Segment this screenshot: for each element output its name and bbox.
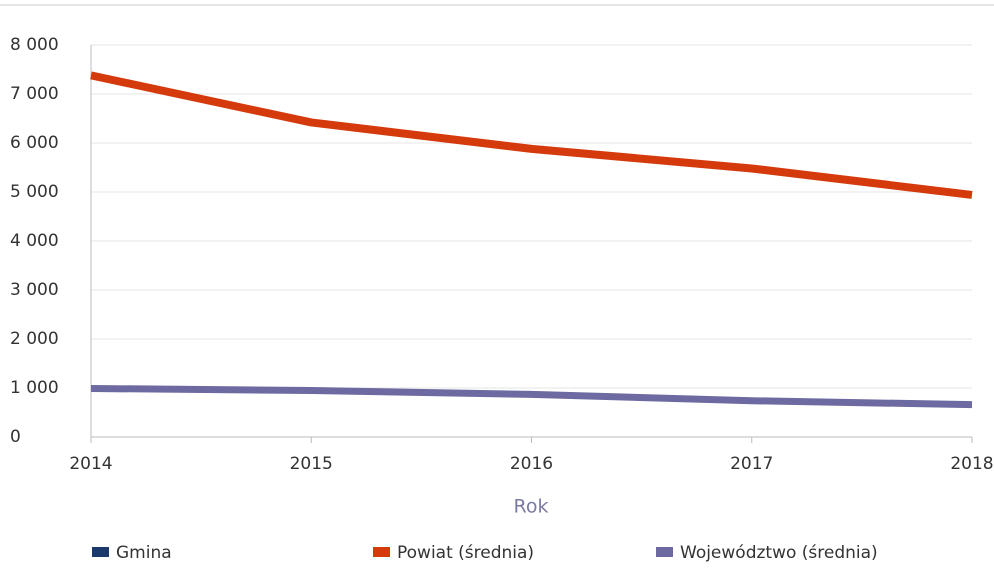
series-line — [90, 384, 973, 409]
legend-swatch — [373, 547, 390, 557]
legend-swatch — [656, 547, 673, 557]
x-tick-label: 2017 — [730, 454, 773, 474]
y-tick-label: 2 000 — [10, 329, 59, 349]
x-tick-label: 2018 — [950, 454, 993, 474]
legend-label: Województwo (średnia) — [680, 543, 878, 563]
y-tick-label: 7 000 — [10, 84, 59, 104]
y-tick-label: 5 000 — [10, 182, 59, 202]
x-tick-label: 2014 — [69, 454, 112, 474]
legend-swatch — [92, 547, 109, 557]
y-tick-label: 8 000 — [10, 35, 59, 55]
legend-label: Powiat (średnia) — [397, 543, 534, 563]
x-tick-label: 2016 — [510, 454, 553, 474]
x-tick-label: 2015 — [290, 454, 333, 474]
y-tick-label: 6 000 — [10, 133, 59, 153]
legend-label: Gmina — [116, 543, 172, 563]
x-axis-title: Rok — [514, 496, 549, 518]
series-line — [90, 71, 973, 199]
y-tick-label: 3 000 — [10, 280, 59, 300]
y-tick-label: 1 000 — [10, 378, 59, 398]
y-tick-label: 4 000 — [10, 231, 59, 251]
y-tick-label: 0 — [10, 427, 21, 447]
